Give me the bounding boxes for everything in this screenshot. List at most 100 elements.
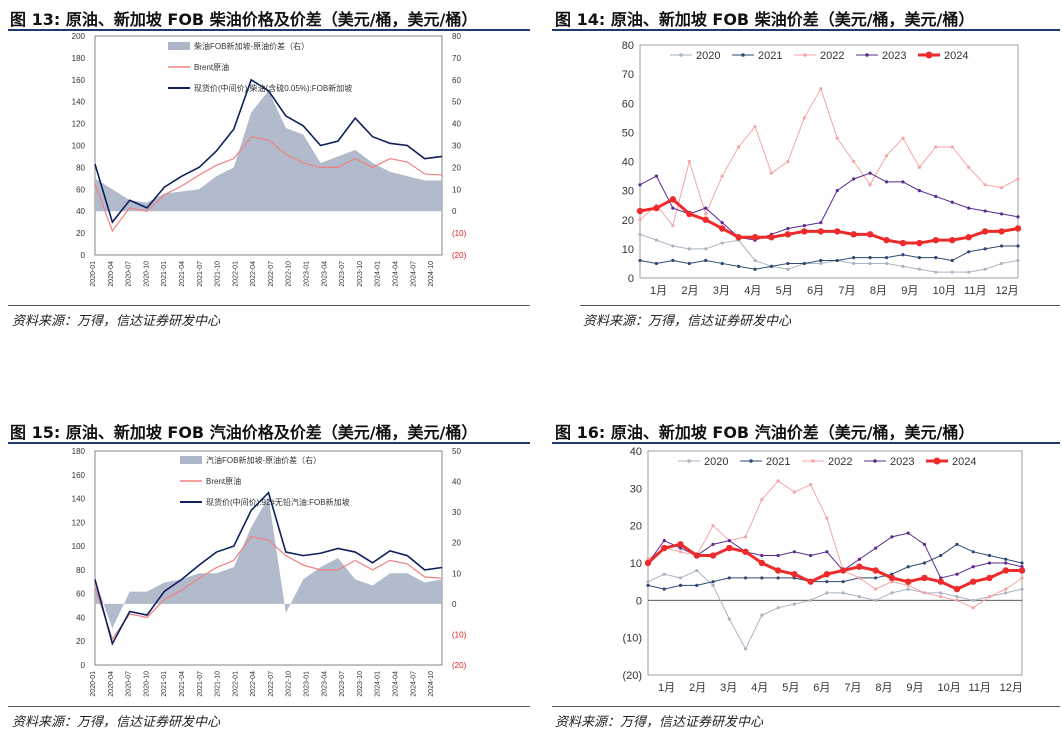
- data-point-2023: [917, 189, 921, 193]
- right-tick-label: 70: [452, 54, 461, 63]
- data-point-2024: [709, 552, 717, 559]
- data-point-2022: [786, 159, 790, 164]
- data-point-2023: [1004, 561, 1008, 565]
- data-point-2020: [852, 261, 856, 266]
- data-point-2021: [934, 256, 938, 260]
- data-point-2021: [662, 587, 666, 591]
- x-tick-label: 2023-04: [321, 671, 328, 697]
- data-point-2023: [711, 542, 715, 546]
- data-point-2021: [769, 264, 774, 268]
- data-point-2021: [727, 576, 731, 580]
- data-point-2024: [686, 210, 693, 218]
- legend-label-2020: 2020: [696, 50, 720, 62]
- plot-frame: [639, 44, 1019, 279]
- legend-label-2024: 2024: [952, 456, 976, 468]
- data-point-2021: [802, 261, 806, 266]
- data-point-2022: [704, 212, 708, 216]
- data-point-2023: [802, 223, 806, 228]
- left-tick-label: 160: [72, 76, 86, 85]
- x-tick-label: 2021-10: [215, 671, 222, 697]
- diesel-price-chart: 0 20 40 60 80 100 120 140 160 180 200 (20) (10) 0 10 20…: [72, 32, 467, 287]
- x-tick-label: 2024-07: [410, 261, 417, 287]
- data-point-2024: [932, 236, 940, 244]
- legend-swatch-area: [180, 456, 202, 464]
- left-tick-label: 100: [72, 542, 86, 551]
- data-point-2024: [986, 574, 993, 582]
- data-point-2021: [776, 576, 780, 580]
- data-point-2020: [934, 270, 938, 274]
- data-point-2021: [955, 542, 959, 546]
- data-point-2020: [939, 591, 943, 595]
- left-tick-label: 180: [72, 447, 86, 456]
- data-point-2022: [917, 165, 921, 169]
- data-point-2024: [1014, 225, 1022, 232]
- x-tick-label: 8月: [875, 682, 892, 694]
- data-point-2024: [872, 567, 879, 574]
- data-point-2023: [901, 180, 905, 184]
- data-point-2022: [753, 124, 757, 129]
- x-tick-label: 3月: [720, 682, 737, 694]
- y-tick-label: 50: [622, 127, 634, 139]
- left-tick-label: 100: [72, 142, 86, 151]
- x-tick-label: 2022-07: [268, 671, 275, 697]
- x-tick-label: 2023-07: [339, 261, 346, 287]
- figure-14-title-rule: [552, 29, 1060, 31]
- right-tick-label: 10: [452, 185, 461, 194]
- data-point-2024: [718, 225, 726, 232]
- y-tick-label: 10: [622, 244, 634, 256]
- x-tick-label: 2023-01: [304, 261, 311, 287]
- data-point-2021: [884, 256, 889, 260]
- data-point-2022: [922, 591, 927, 595]
- x-tick-label: 2022-07: [268, 261, 275, 287]
- data-point-2023: [776, 553, 780, 558]
- data-point-2021: [901, 253, 905, 257]
- data-point-2020: [983, 267, 987, 271]
- data-point-2021: [671, 258, 675, 263]
- data-point-2023: [727, 539, 731, 543]
- data-point-2023: [671, 206, 675, 210]
- x-tick-label: 2024-01: [375, 671, 382, 697]
- right-tick-label: 20: [452, 163, 461, 172]
- x-tick-label: 2024-04: [393, 671, 400, 697]
- figure-15-text: 原油、新加坡 FOB 汽油价格及价差（美元/桶，美元/桶）: [65, 423, 478, 442]
- legend-label-2023: 2023: [882, 50, 906, 62]
- data-point-2024: [839, 567, 847, 574]
- x-tick-label: 5月: [776, 285, 793, 297]
- data-point-2021: [917, 256, 921, 260]
- data-point-2024: [866, 231, 874, 238]
- left-tick-label: 120: [72, 518, 86, 527]
- data-point-2024: [801, 228, 808, 235]
- data-point-2020: [868, 261, 872, 266]
- data-point-2024: [823, 571, 831, 578]
- data-point-2021: [987, 553, 992, 558]
- left-tick-label: 40: [76, 613, 85, 622]
- x-tick-label: 2021-01: [161, 261, 168, 287]
- x-tick-label: 2023-04: [321, 261, 328, 287]
- data-point-2020: [687, 247, 691, 251]
- x-tick-label: 2020-07: [126, 261, 133, 287]
- x-tick-label: 12月: [1000, 682, 1023, 694]
- data-point-2022: [1020, 576, 1024, 580]
- data-point-2022: [638, 218, 642, 222]
- right-tick-label: 50: [452, 98, 461, 107]
- legend-marker-2020: [679, 53, 683, 57]
- data-point-2021: [687, 261, 691, 266]
- data-point-2023: [835, 189, 839, 193]
- data-point-2023: [890, 535, 894, 539]
- figure-15-title-rule: [8, 442, 530, 444]
- right-tick-label: 10: [452, 569, 461, 578]
- left-tick-label: 180: [72, 54, 86, 63]
- data-point-2024: [702, 216, 709, 223]
- data-point-2024: [817, 228, 824, 235]
- data-point-2020: [950, 270, 954, 274]
- x-tick-label: 5月: [782, 682, 799, 694]
- data-point-2024: [807, 578, 814, 585]
- x-tick-label: 2020-04: [108, 261, 115, 287]
- data-point-2020: [743, 647, 748, 651]
- data-point-2023: [950, 200, 954, 204]
- figure-16-title-rule: [552, 442, 1060, 444]
- x-tick-label: 2021-01: [161, 671, 168, 697]
- y-tick-label: 10: [630, 558, 642, 570]
- data-point-2023: [792, 550, 796, 554]
- data-point-2022: [737, 145, 741, 149]
